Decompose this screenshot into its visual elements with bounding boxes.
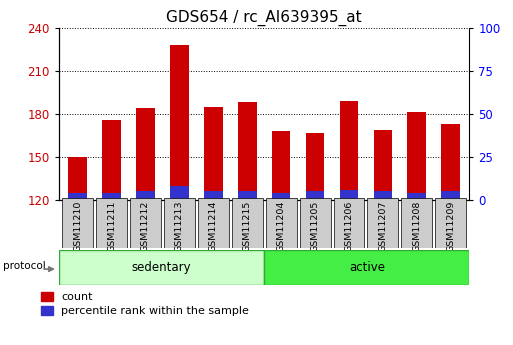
Bar xyxy=(238,102,256,200)
Bar xyxy=(306,132,324,200)
Text: GSM11211: GSM11211 xyxy=(107,201,116,252)
Text: GSM11205: GSM11205 xyxy=(310,201,320,252)
Text: GSM11209: GSM11209 xyxy=(446,201,455,252)
Bar xyxy=(264,250,469,285)
Text: GSM11215: GSM11215 xyxy=(243,201,252,252)
Bar xyxy=(204,107,223,200)
Bar xyxy=(306,191,324,200)
Bar xyxy=(373,130,392,200)
Bar xyxy=(204,191,223,200)
Text: sedentary: sedentary xyxy=(132,261,191,274)
Text: GSM11204: GSM11204 xyxy=(277,201,286,252)
Text: GSM11210: GSM11210 xyxy=(73,201,82,252)
Title: GDS654 / rc_AI639395_at: GDS654 / rc_AI639395_at xyxy=(166,10,362,26)
Bar xyxy=(266,198,297,248)
Bar xyxy=(136,191,155,200)
Bar xyxy=(238,191,256,200)
Text: GSM11214: GSM11214 xyxy=(209,201,218,252)
Bar xyxy=(272,193,290,200)
Bar xyxy=(300,198,330,248)
Text: GSM11208: GSM11208 xyxy=(412,201,421,252)
Bar xyxy=(340,101,358,200)
Bar xyxy=(367,198,398,248)
Text: GSM11207: GSM11207 xyxy=(379,201,387,252)
Bar xyxy=(136,108,155,200)
Bar xyxy=(340,190,358,200)
Bar xyxy=(441,191,460,200)
Bar xyxy=(272,131,290,200)
Bar xyxy=(436,198,466,248)
Bar xyxy=(102,193,121,200)
Bar xyxy=(407,112,426,200)
Bar xyxy=(62,198,93,248)
Bar xyxy=(441,124,460,200)
Text: GSM11206: GSM11206 xyxy=(345,201,353,252)
Bar xyxy=(130,198,161,248)
Bar xyxy=(407,193,426,200)
Text: protocol: protocol xyxy=(3,261,46,270)
Bar xyxy=(232,198,263,248)
Bar xyxy=(198,198,229,248)
Bar xyxy=(170,45,189,200)
Bar xyxy=(102,120,121,200)
Bar xyxy=(170,186,189,200)
Bar xyxy=(59,250,264,285)
Text: GSM11212: GSM11212 xyxy=(141,201,150,252)
Bar xyxy=(401,198,432,248)
Bar xyxy=(333,198,364,248)
Bar xyxy=(68,157,87,200)
Legend: count, percentile rank within the sample: count, percentile rank within the sample xyxy=(42,292,249,316)
Bar xyxy=(164,198,195,248)
Bar xyxy=(68,193,87,200)
Bar xyxy=(373,191,392,200)
Text: active: active xyxy=(349,261,385,274)
Bar xyxy=(96,198,127,248)
Text: GSM11213: GSM11213 xyxy=(175,201,184,253)
